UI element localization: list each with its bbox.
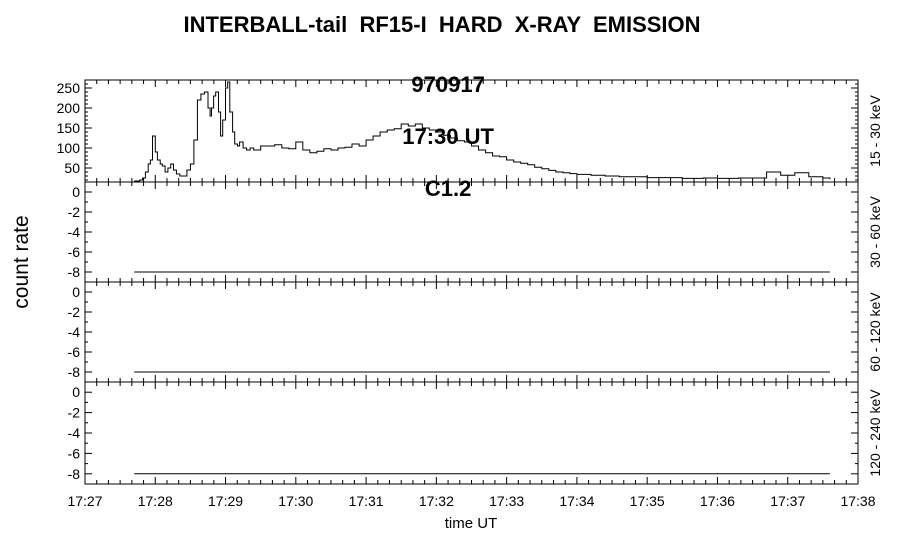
y-tick-label: -8 bbox=[68, 364, 81, 380]
panel-frame bbox=[84, 181, 859, 283]
y-tick-label: -6 bbox=[68, 244, 81, 260]
panel-4: 0 -2 -4 -6 -8 120 - 240 keV bbox=[68, 381, 883, 485]
panel-frame bbox=[84, 381, 859, 485]
y-tick-label: 250 bbox=[57, 80, 81, 96]
x-tick-label: 17:38 bbox=[840, 493, 875, 509]
x-tick-label: 17:31 bbox=[349, 493, 384, 509]
y-tick-label: -4 bbox=[68, 224, 81, 240]
x-tick-label: 17:35 bbox=[630, 493, 665, 509]
y-tick-label: 50 bbox=[64, 160, 80, 176]
panels: 50 100 150 200 250 15 - 30 keV 0 -2 -4 -6 -8 30 - 6… bbox=[57, 79, 883, 485]
subtitle-date: 970917 bbox=[411, 72, 485, 97]
channel-label: 120 - 240 keV bbox=[867, 389, 883, 477]
y-tick-label: -6 bbox=[68, 344, 81, 360]
panel-1: 50 100 150 200 250 15 - 30 keV bbox=[57, 79, 883, 183]
subtitle-time: 17:30 UT bbox=[402, 124, 494, 149]
panel-2: 0 -2 -4 -6 -8 30 - 60 keV bbox=[68, 181, 883, 283]
x-tick-label: 17:28 bbox=[138, 493, 173, 509]
y-axis-label: count rate bbox=[10, 215, 33, 308]
y-tick-label: 0 bbox=[72, 184, 80, 200]
y-tick-label: 0 bbox=[72, 384, 80, 400]
y-tick-label: -8 bbox=[68, 264, 81, 280]
y-tick-label: 100 bbox=[57, 140, 81, 156]
x-tick-label: 17:34 bbox=[559, 493, 594, 509]
x-tick-label: 17:30 bbox=[278, 493, 313, 509]
x-tick-label: 17:32 bbox=[419, 493, 454, 509]
y-tick-label: -8 bbox=[68, 466, 81, 482]
y-tick-label: -4 bbox=[68, 324, 81, 340]
x-tick-label: 17:33 bbox=[489, 493, 524, 509]
y-tick-label: 200 bbox=[57, 100, 81, 116]
x-tick-label: 17:36 bbox=[700, 493, 735, 509]
chart-title: INTERBALL-tail RF15-I HARD X-RAY EMISSIO… bbox=[183, 12, 701, 37]
y-tick-label: -2 bbox=[68, 204, 81, 220]
panel-frame bbox=[84, 281, 859, 383]
x-tick-label: 17:29 bbox=[208, 493, 243, 509]
x-axis: 17:27 17:28 17:29 17:30 17:31 17:32 17:33 17:34… bbox=[67, 493, 875, 509]
channel-label: 30 - 60 keV bbox=[867, 196, 883, 268]
series-line bbox=[134, 81, 831, 182]
y-tick-label: -4 bbox=[68, 425, 81, 441]
x-tick-label: 17:37 bbox=[770, 493, 805, 509]
y-tick-label: 150 bbox=[57, 120, 81, 136]
channel-label: 15 - 30 keV bbox=[867, 95, 883, 167]
y-tick-label: -6 bbox=[68, 445, 81, 461]
x-tick-label: 17:27 bbox=[67, 493, 102, 509]
chart-subtitle: 970917 17:30 UT C1.2 bbox=[0, 46, 884, 202]
y-tick-label: 0 bbox=[72, 284, 80, 300]
x-axis-label: time UT bbox=[445, 515, 498, 532]
y-tick-label: -2 bbox=[68, 405, 81, 421]
panel-3: 0 -2 -4 -6 -8 60 - 120 keV bbox=[68, 281, 883, 383]
y-tick-label: -2 bbox=[68, 304, 81, 320]
channel-label: 60 - 120 keV bbox=[867, 292, 883, 372]
